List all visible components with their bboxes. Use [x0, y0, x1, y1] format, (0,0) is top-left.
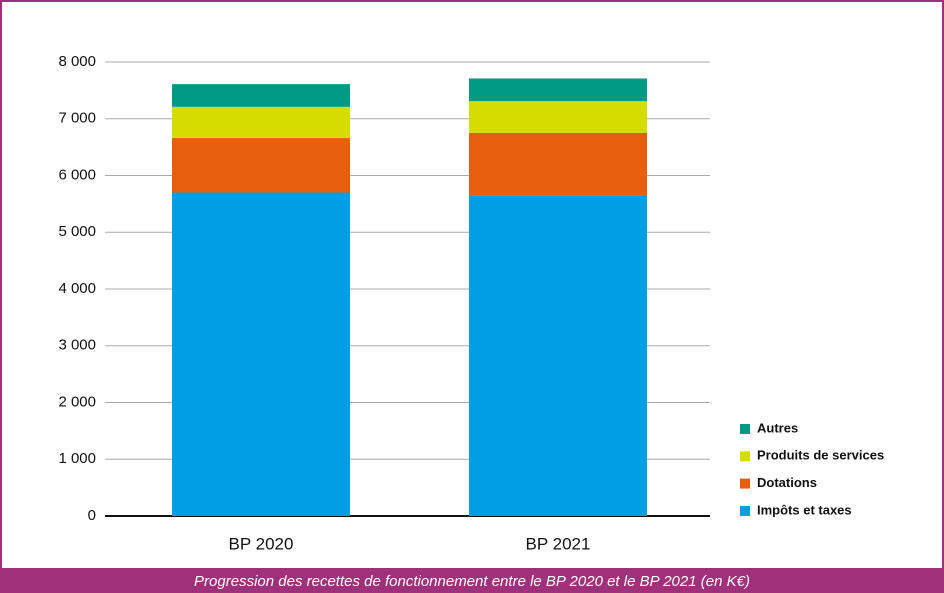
- y-tick-label: 8 000: [58, 53, 96, 70]
- bar-segment: [172, 84, 350, 107]
- bar-segment: [469, 78, 647, 102]
- y-tick-label: 2 000: [58, 393, 96, 410]
- bar-segment: [172, 192, 350, 516]
- legend-label: Produits de services: [757, 448, 884, 463]
- bar-segment: [172, 106, 350, 139]
- bar-segment: [172, 138, 350, 193]
- x-tick-label: BP 2020: [229, 534, 294, 553]
- legend-swatch: [740, 478, 750, 489]
- legend-swatch: [740, 505, 750, 516]
- legend-label: Impôts et taxes: [757, 502, 852, 517]
- legend-swatch: [740, 451, 750, 462]
- x-tick-label: BP 2021: [526, 534, 591, 553]
- bar-segment: [469, 132, 647, 196]
- y-tick-label: 1 000: [58, 450, 96, 467]
- y-tick-label: 5 000: [58, 223, 96, 240]
- chart-title: Progression des recettes de fonctionneme…: [194, 573, 750, 590]
- y-tick-label: 6 000: [58, 166, 96, 183]
- legend-label: Dotations: [757, 475, 817, 490]
- caption-band: [0, 568, 944, 593]
- legend-label: Autres: [757, 420, 798, 435]
- legend-swatch: [740, 424, 750, 434]
- y-tick-label: 0: [88, 507, 96, 524]
- y-tick-label: 3 000: [58, 337, 96, 354]
- y-tick-label: 7 000: [58, 110, 96, 127]
- bar-segment: [469, 195, 647, 517]
- y-tick-label: 4 000: [58, 280, 96, 297]
- bar-segment: [469, 101, 647, 133]
